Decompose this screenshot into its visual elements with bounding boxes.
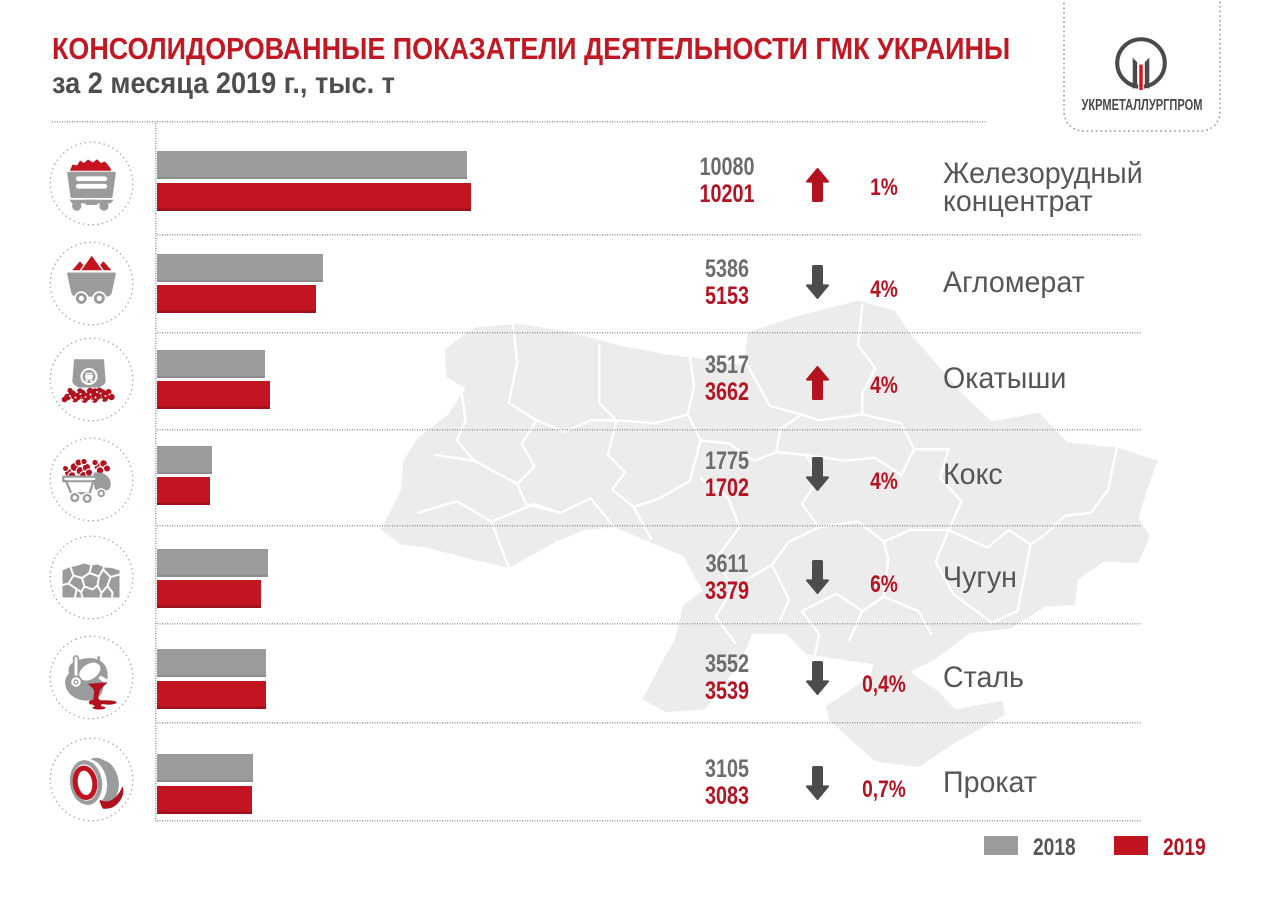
svg-text:УКРМЕТАЛЛУРГПРОМ: УКРМЕТАЛЛУРГПРОМ	[1082, 97, 1203, 114]
